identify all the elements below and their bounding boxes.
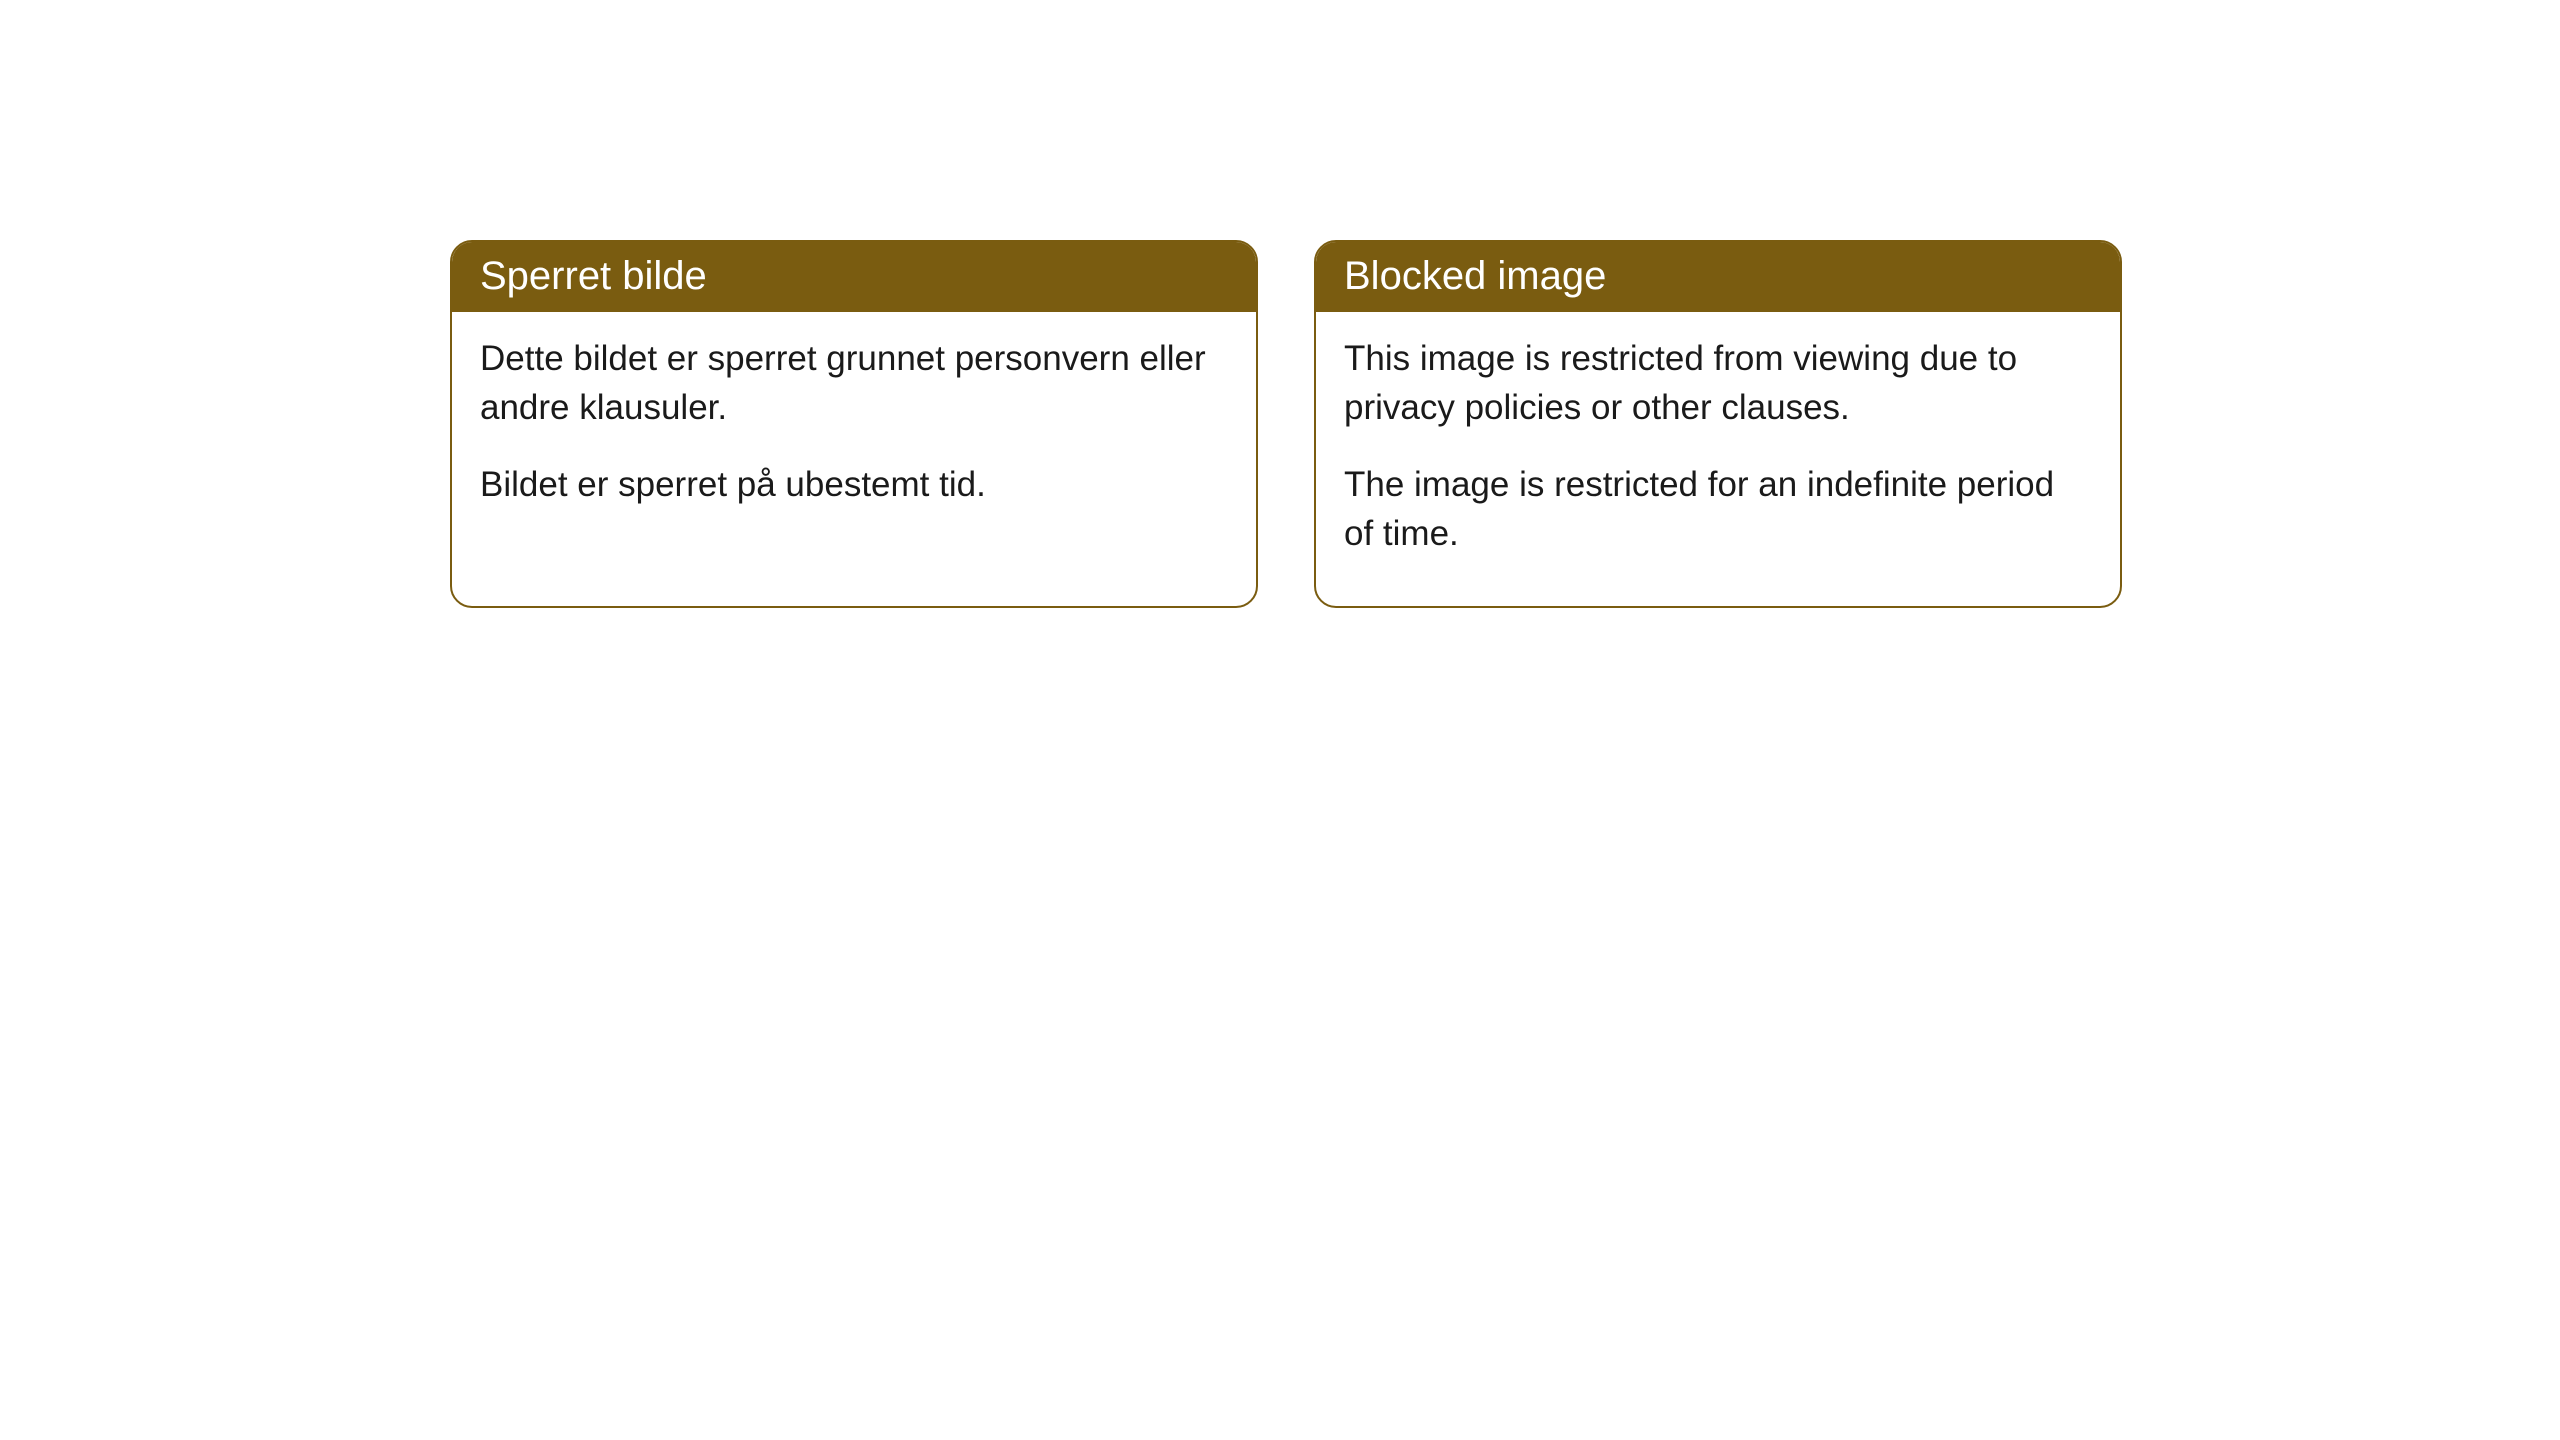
cards-container: Sperret bilde Dette bildet er sperret gr… [0,0,2560,608]
card-text-en-1: This image is restricted from viewing du… [1344,334,2092,432]
card-text-en-2: The image is restricted for an indefinit… [1344,460,2092,558]
blocked-image-card-en: Blocked image This image is restricted f… [1314,240,2122,608]
card-body-no: Dette bildet er sperret grunnet personve… [452,312,1256,557]
card-header-no: Sperret bilde [452,242,1256,312]
blocked-image-card-no: Sperret bilde Dette bildet er sperret gr… [450,240,1258,608]
card-header-en: Blocked image [1316,242,2120,312]
card-text-no-2: Bildet er sperret på ubestemt tid. [480,460,1228,509]
card-text-no-1: Dette bildet er sperret grunnet personve… [480,334,1228,432]
card-body-en: This image is restricted from viewing du… [1316,312,2120,606]
